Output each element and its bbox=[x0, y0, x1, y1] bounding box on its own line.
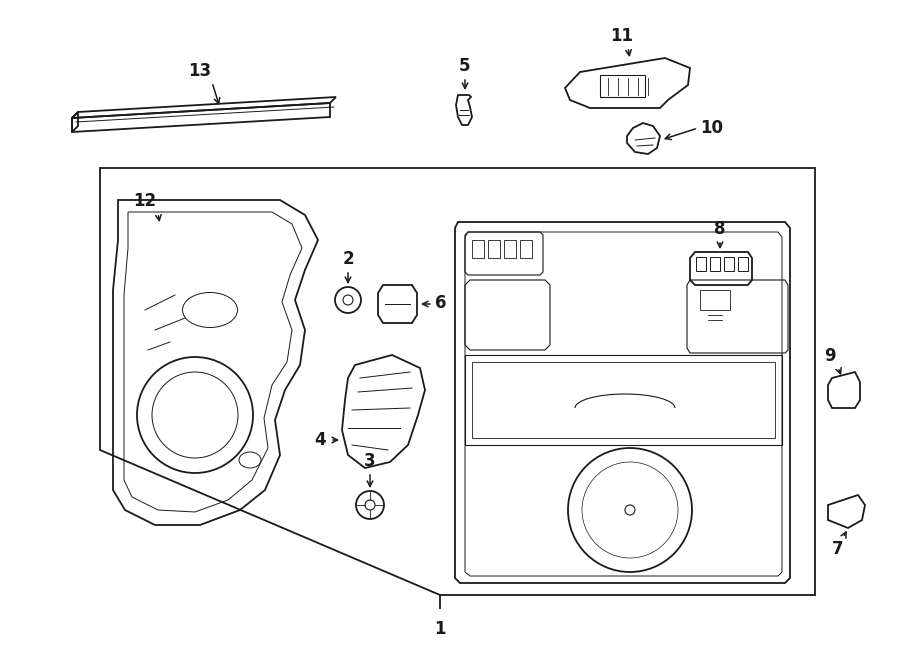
Bar bbox=[520, 240, 532, 258]
Bar bbox=[710, 257, 720, 271]
Text: 9: 9 bbox=[824, 347, 836, 365]
Text: 13: 13 bbox=[188, 62, 212, 80]
Text: 3: 3 bbox=[364, 452, 376, 470]
Bar bbox=[488, 240, 500, 258]
Text: 1: 1 bbox=[434, 620, 446, 638]
Text: 8: 8 bbox=[715, 220, 725, 238]
Bar bbox=[504, 240, 516, 258]
Bar bbox=[696, 257, 706, 271]
Text: 2: 2 bbox=[342, 250, 354, 268]
Bar bbox=[600, 75, 645, 97]
Bar bbox=[738, 257, 748, 271]
Text: 10: 10 bbox=[700, 119, 723, 137]
Text: 7: 7 bbox=[832, 540, 844, 558]
Bar bbox=[472, 240, 484, 258]
Text: 12: 12 bbox=[133, 192, 157, 210]
Bar bbox=[700, 290, 730, 310]
Text: 4: 4 bbox=[314, 431, 326, 449]
Text: 5: 5 bbox=[459, 57, 471, 75]
Bar bbox=[724, 257, 734, 271]
Text: 11: 11 bbox=[610, 27, 634, 45]
Text: 6: 6 bbox=[435, 294, 446, 312]
